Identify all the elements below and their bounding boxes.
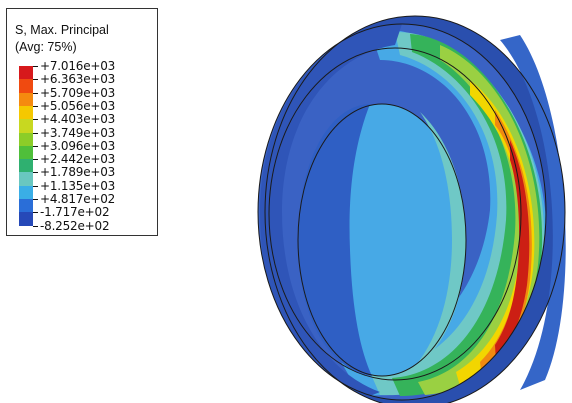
disc-model-contour [0, 0, 572, 403]
